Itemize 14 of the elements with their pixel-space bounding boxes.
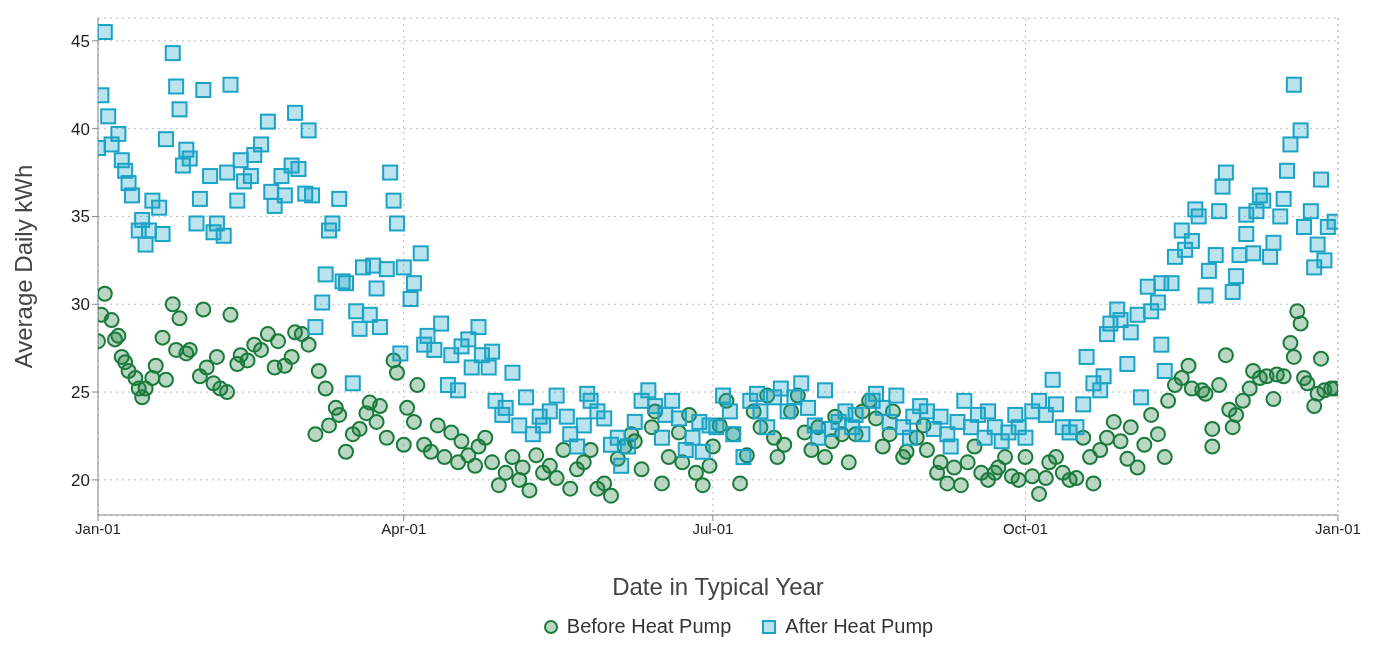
legend-label: After Heat Pump bbox=[784, 615, 934, 638]
y-tick-label: 20 bbox=[71, 470, 90, 490]
x-tick-label: Jan-01 bbox=[75, 519, 121, 537]
legend-label: Before Heat Pump bbox=[565, 615, 732, 638]
y-tick-label: 35 bbox=[71, 207, 90, 227]
x-tick-label: Oct-01 bbox=[1002, 519, 1048, 537]
y-axis-title: Average Daily kWh bbox=[9, 164, 37, 369]
y-tick-label: 40 bbox=[71, 119, 90, 139]
x-tick-label: Jul-01 bbox=[692, 519, 734, 537]
y-tick-label: 25 bbox=[71, 383, 90, 403]
y-tick-label: 45 bbox=[71, 31, 90, 51]
x-axis-title: Date in Typical Year bbox=[612, 573, 824, 600]
y-tick-label: 30 bbox=[71, 295, 90, 315]
x-tick-label: Apr-01 bbox=[381, 519, 427, 537]
